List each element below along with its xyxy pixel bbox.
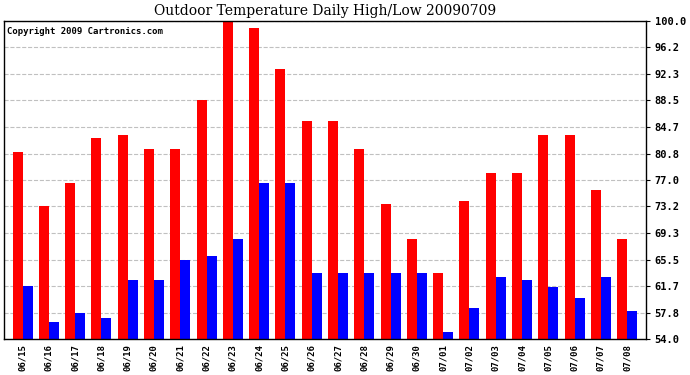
Bar	[259, 183, 269, 339]
Bar	[522, 280, 532, 339]
Bar	[381, 204, 391, 339]
Bar	[354, 149, 364, 339]
Title: Outdoor Temperature Daily High/Low 20090709: Outdoor Temperature Daily High/Low 20090…	[154, 4, 496, 18]
Bar	[118, 135, 128, 339]
Bar	[154, 280, 164, 339]
Bar	[170, 149, 180, 339]
Bar	[92, 138, 101, 339]
Bar	[460, 201, 469, 339]
Bar	[206, 256, 217, 339]
Bar	[223, 21, 233, 339]
Bar	[364, 273, 374, 339]
Bar	[512, 173, 522, 339]
Bar	[627, 311, 637, 339]
Bar	[302, 121, 312, 339]
Bar	[328, 121, 338, 339]
Bar	[407, 239, 417, 339]
Bar	[180, 260, 190, 339]
Bar	[49, 322, 59, 339]
Text: Copyright 2009 Cartronics.com: Copyright 2009 Cartronics.com	[8, 27, 164, 36]
Bar	[75, 313, 85, 339]
Bar	[275, 69, 286, 339]
Bar	[12, 152, 23, 339]
Bar	[469, 308, 480, 339]
Bar	[417, 273, 427, 339]
Bar	[65, 183, 75, 339]
Bar	[538, 135, 549, 339]
Bar	[312, 273, 322, 339]
Bar	[391, 273, 401, 339]
Bar	[564, 135, 575, 339]
Bar	[433, 273, 443, 339]
Bar	[128, 280, 138, 339]
Bar	[39, 206, 49, 339]
Bar	[591, 190, 601, 339]
Bar	[495, 277, 506, 339]
Bar	[101, 318, 111, 339]
Bar	[249, 28, 259, 339]
Bar	[233, 239, 243, 339]
Bar	[486, 173, 495, 339]
Bar	[286, 183, 295, 339]
Bar	[443, 332, 453, 339]
Bar	[23, 286, 32, 339]
Bar	[601, 277, 611, 339]
Bar	[338, 273, 348, 339]
Bar	[197, 100, 206, 339]
Bar	[575, 298, 584, 339]
Bar	[549, 287, 558, 339]
Bar	[617, 239, 627, 339]
Bar	[144, 149, 154, 339]
